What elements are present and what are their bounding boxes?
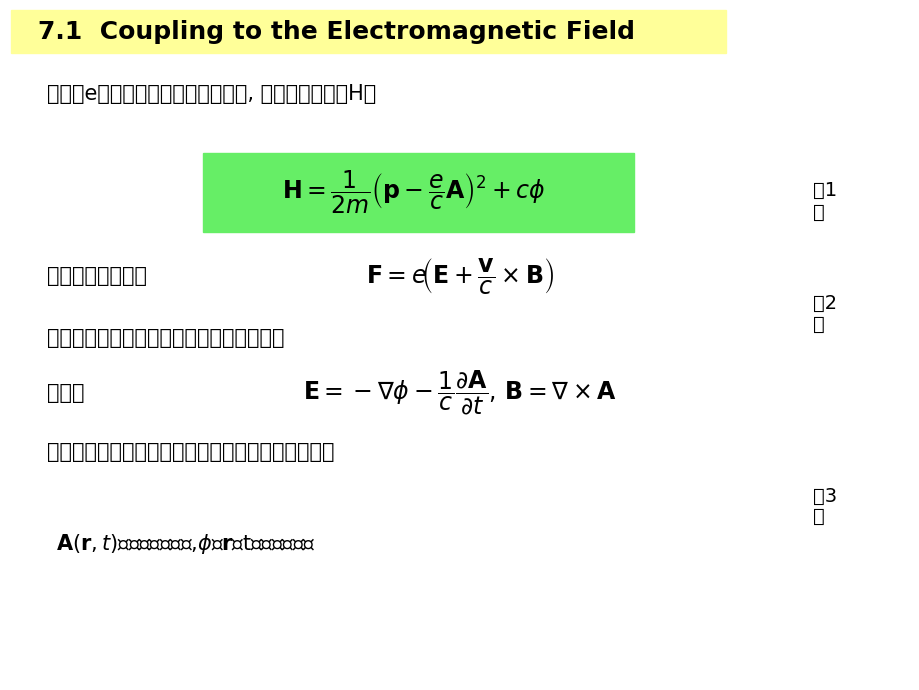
Text: 电量为e的带电粒子在电磁场中运动, 在经典力学中，H为: 电量为e的带电粒子在电磁场中运动, 在经典力学中，H为 (47, 84, 376, 104)
Text: ）: ） (812, 203, 824, 222)
Text: $\mathbf{A}(\mathbf{r},t)$是电磁矢量势能,$\phi$（$\mathbf{r}$，t）是库仑势能: $\mathbf{A}(\mathbf{r},t)$是电磁矢量势能,$\phi$… (56, 532, 315, 556)
Text: ）: ） (812, 315, 824, 334)
Text: 式中，: 式中， (47, 383, 85, 403)
Text: $\mathbf{H} = \dfrac{1}{2m}\left(\mathbf{p} - \dfrac{e}{c}\mathbf{A}\right)^2 + : $\mathbf{H} = \dfrac{1}{2m}\left(\mathbf… (282, 169, 545, 216)
Text: 电场力和磁场强度可以用相应的势能来表示: 电场力和磁场强度可以用相应的势能来表示 (47, 328, 285, 348)
Text: $\mathbf{E} = -\nabla\phi - \dfrac{1}{c}\dfrac{\partial\mathbf{A}}{\partial t},\: $\mathbf{E} = -\nabla\phi - \dfrac{1}{c}… (302, 369, 617, 417)
Text: ）: ） (812, 507, 824, 526)
Text: （1: （1 (812, 181, 836, 200)
Text: 7.1  Coupling to the Electromagnetic Field: 7.1 Coupling to the Electromagnetic Fiel… (38, 20, 634, 44)
Text: （3: （3 (812, 486, 836, 506)
Text: 在经典力学中，带电粒子的运动由哈密顿函数描述为: 在经典力学中，带电粒子的运动由哈密顿函数描述为 (47, 442, 335, 462)
Text: $\mathbf{F} = e\!\left(\mathbf{E} + \dfrac{\mathbf{v}}{c}\times\mathbf{B}\right): $\mathbf{F} = e\!\left(\mathbf{E} + \dfr… (366, 256, 553, 296)
FancyBboxPatch shape (10, 10, 725, 53)
Text: 所受的洛伦兹力为: 所受的洛伦兹力为 (47, 266, 147, 286)
Text: （2: （2 (812, 294, 836, 313)
FancyBboxPatch shape (203, 152, 633, 232)
